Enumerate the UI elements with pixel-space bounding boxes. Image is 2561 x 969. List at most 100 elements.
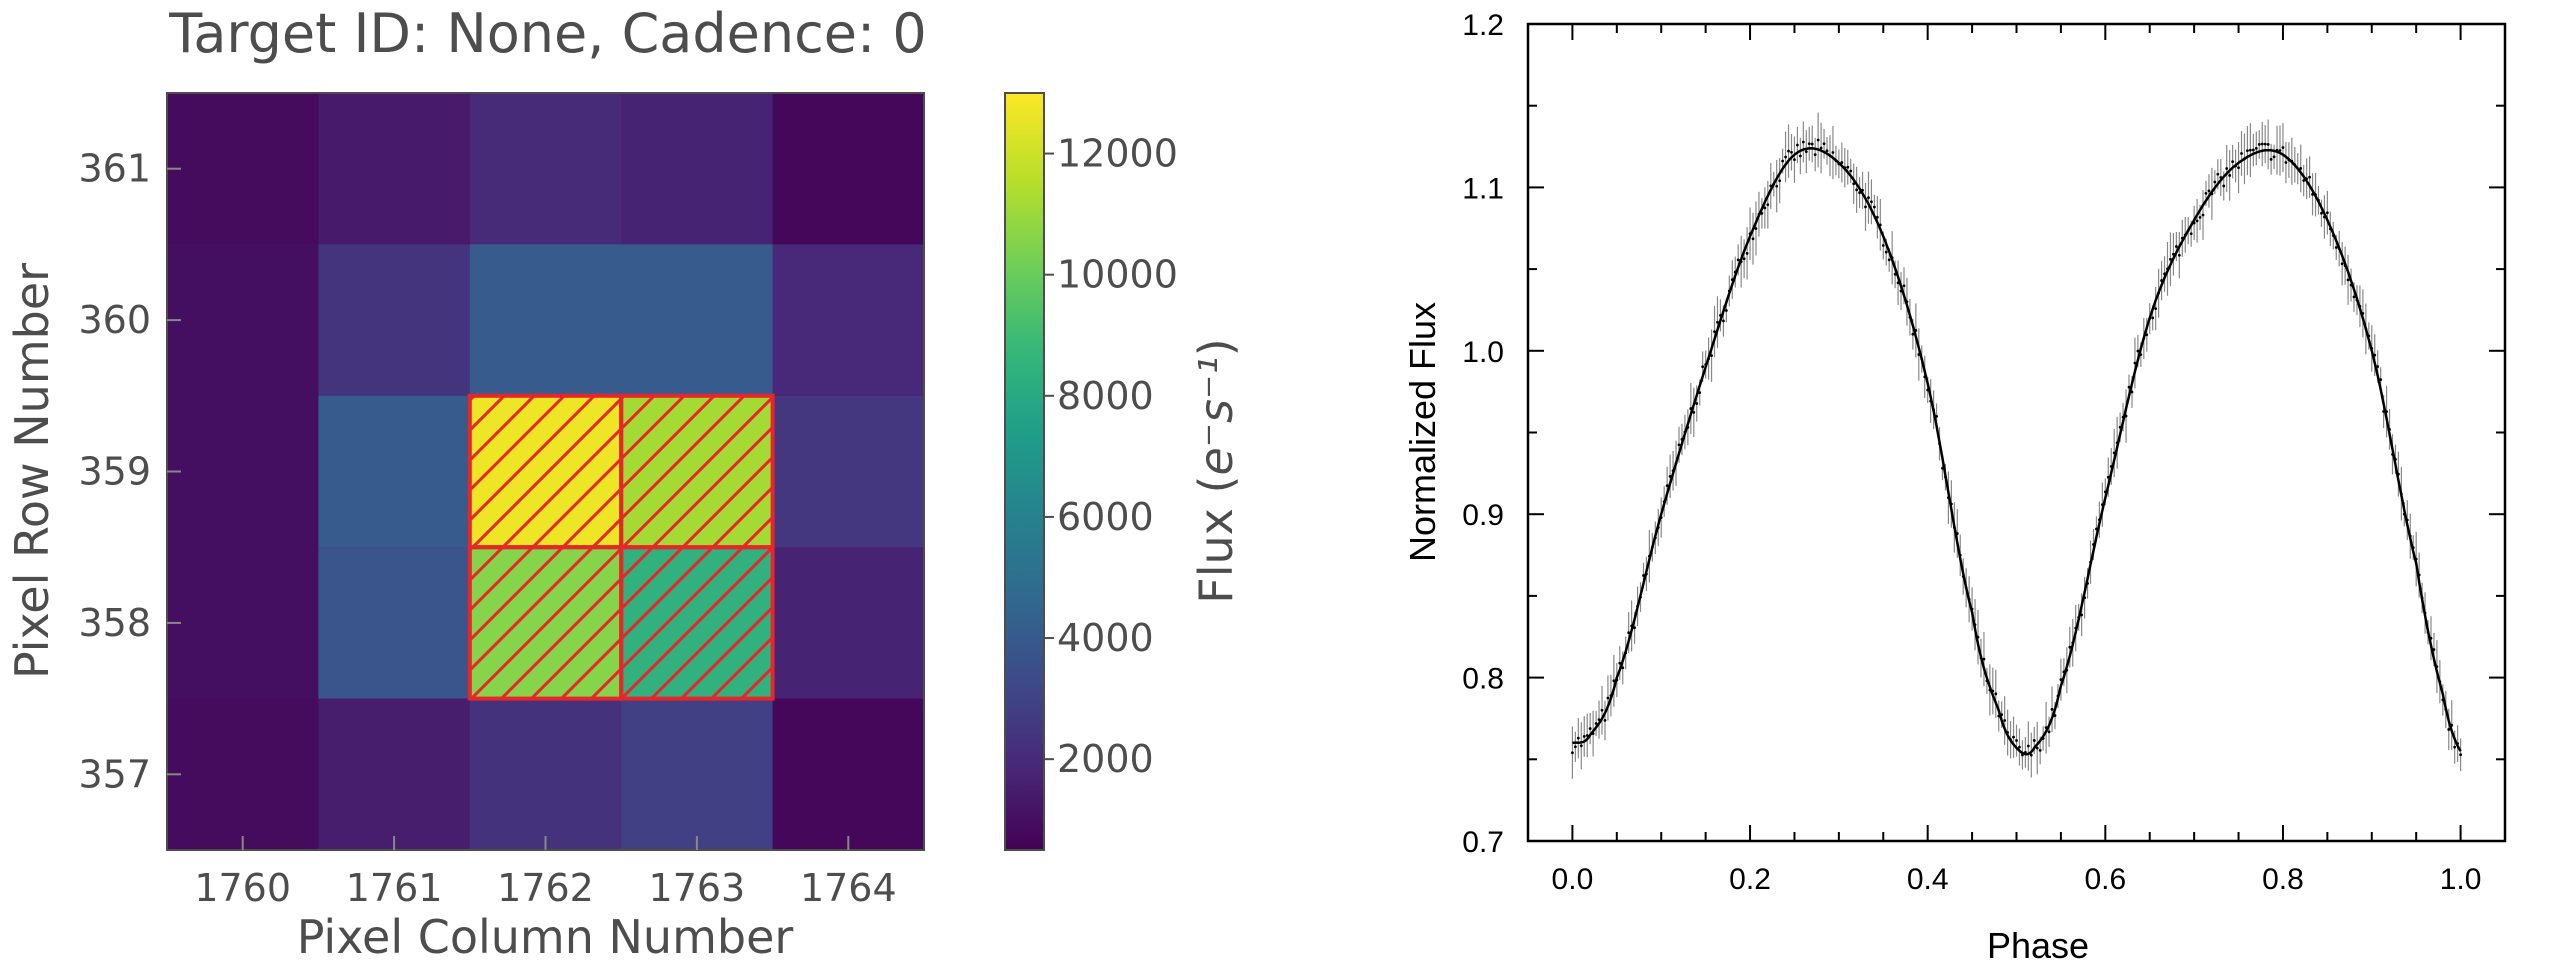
- data-point: [2254, 147, 2258, 150]
- heatmap-cell: [318, 698, 471, 851]
- lightcurve-frame: [1526, 22, 2507, 843]
- data-point: [1760, 211, 1764, 215]
- data-point: [2145, 333, 2149, 337]
- data-point: [1647, 554, 1651, 558]
- data-point: [2219, 176, 2223, 179]
- data-point: [2166, 267, 2169, 271]
- data-point: [1872, 205, 1876, 209]
- data-point: [1949, 502, 1953, 506]
- data-point: [2287, 158, 2291, 162]
- data-point: [2207, 189, 2211, 193]
- data-point: [1955, 532, 1959, 535]
- heatmap-cell: [621, 93, 774, 245]
- lightcurve-xtick-label: 0.8: [2262, 863, 2304, 896]
- data-point: [2263, 142, 2267, 146]
- data-point: [2317, 198, 2320, 202]
- data-point: [1967, 597, 1971, 601]
- data-point: [2062, 670, 2066, 674]
- data-point: [2423, 611, 2427, 615]
- aperture-mask: [467, 393, 775, 701]
- tpf-ticks: 1760 1761 1762 1763 1764 361 360 359 358 357: [78, 147, 896, 910]
- data-point: [1988, 688, 1992, 692]
- lightcurve-ylabel: Normalized Flux: [1402, 302, 1443, 562]
- data-point: [2068, 645, 2072, 649]
- data-point: [1941, 466, 1944, 470]
- data-point: [1680, 438, 1684, 441]
- data-point: [1683, 430, 1687, 434]
- data-point: [2340, 262, 2344, 266]
- data-point: [2352, 295, 2356, 299]
- data-point: [1881, 244, 1885, 247]
- data-point: [1870, 200, 1873, 204]
- data-point: [2334, 246, 2338, 249]
- data-point: [1573, 745, 1577, 749]
- data-point: [1742, 257, 1746, 261]
- data-point: [1668, 474, 1672, 478]
- data-point: [2281, 146, 2285, 149]
- data-point: [1810, 142, 1814, 146]
- data-point: [2379, 378, 2383, 382]
- heatmap-cell: [772, 244, 925, 397]
- data-point: [1659, 516, 1663, 519]
- data-point: [2186, 229, 2190, 232]
- data-point: [1653, 536, 1657, 540]
- heatmap-cell: [167, 244, 319, 397]
- colorbar-label-units: e⁻s⁻¹: [1189, 356, 1243, 475]
- heatmap-cell: [318, 93, 471, 245]
- data-point: [2429, 636, 2433, 640]
- colorbar-tick-label: 12000: [1057, 132, 1178, 176]
- data-point: [1961, 575, 1965, 578]
- data-point: [1698, 391, 1702, 394]
- data-point: [1597, 718, 1601, 722]
- data-point: [2435, 665, 2439, 669]
- lightcurve-points: [1571, 138, 2462, 757]
- heatmap-cell: [167, 395, 319, 548]
- data-point: [2210, 192, 2214, 196]
- data-point: [1609, 694, 1613, 697]
- data-point: [1952, 526, 1956, 529]
- data-point: [2355, 298, 2359, 302]
- data-point: [2328, 227, 2332, 231]
- data-point: [1704, 363, 1708, 366]
- data-point: [2006, 731, 2010, 734]
- heatmap-cell: [318, 395, 471, 548]
- data-point: [2397, 472, 2400, 476]
- data-point: [1600, 708, 1604, 712]
- data-point: [2325, 211, 2329, 215]
- tpf-xtick-label: 1764: [800, 866, 897, 910]
- data-point: [2302, 179, 2306, 182]
- data-point: [1890, 256, 1894, 260]
- heatmap-cell: [167, 698, 319, 851]
- heatmap-cell: [167, 547, 319, 700]
- data-point: [2189, 232, 2193, 236]
- data-point: [1763, 206, 1767, 210]
- data-point: [1686, 425, 1690, 429]
- data-point: [2026, 744, 2030, 748]
- heatmap-cell: [318, 244, 471, 397]
- data-point: [2225, 167, 2229, 170]
- data-point: [2408, 534, 2412, 538]
- data-point: [1671, 469, 1675, 473]
- data-point: [2420, 596, 2424, 600]
- heatmap-cell: [772, 698, 925, 851]
- tpf-xtick-label: 1762: [497, 866, 594, 910]
- colorbar-label: Flux (e⁻s⁻¹): [1189, 338, 1243, 603]
- data-point: [2246, 149, 2249, 153]
- data-point: [1887, 258, 1891, 262]
- data-point: [1677, 443, 1681, 447]
- data-point: [2293, 163, 2297, 167]
- data-point: [2115, 441, 2119, 445]
- data-point: [1973, 623, 1977, 627]
- data-point: [2053, 714, 2057, 717]
- data-point: [2112, 451, 2116, 455]
- data-point: [1911, 332, 1915, 336]
- tpf-ytick-label: 360: [78, 298, 151, 342]
- tpf-ytick-label: 359: [78, 450, 151, 494]
- data-point: [1822, 142, 1826, 146]
- data-point: [2456, 742, 2460, 745]
- heatmap-cell: [772, 547, 925, 700]
- colorbar-tick-label: 4000: [1057, 616, 1154, 660]
- lightcurve-xtick-label: 1.0: [2440, 863, 2482, 896]
- data-point: [1582, 735, 1586, 738]
- data-point: [2385, 410, 2388, 413]
